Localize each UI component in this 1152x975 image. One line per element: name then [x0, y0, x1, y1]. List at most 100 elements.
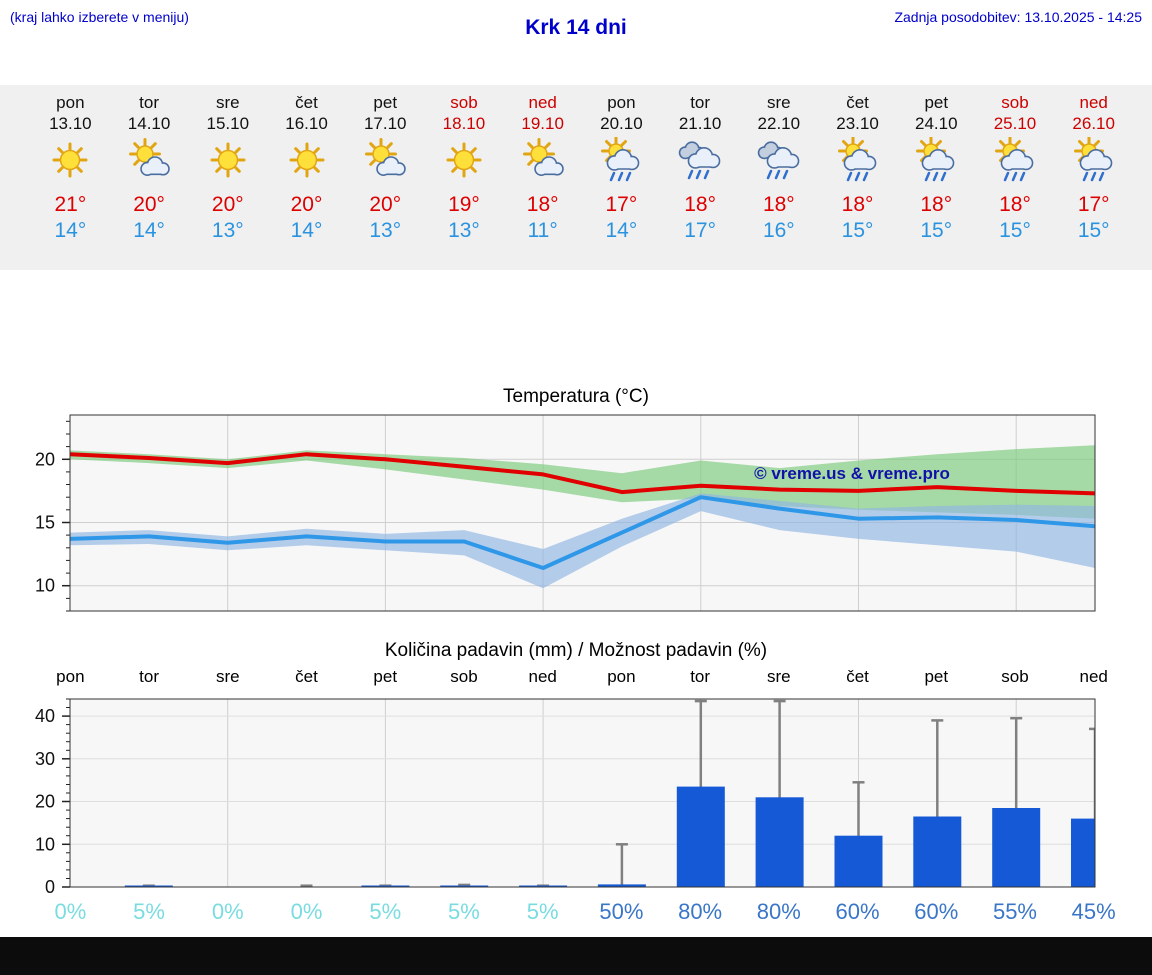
svg-text:20: 20: [35, 449, 55, 469]
precip-percent: 5%: [448, 899, 480, 924]
weather-icon: [503, 134, 582, 188]
day-column[interactable]: sob 25.10 18° 15°: [976, 85, 1055, 270]
precip-day-label: sre: [767, 667, 791, 686]
day-column[interactable]: sre 15.10 20° 13°: [188, 85, 267, 270]
weather-icon: [897, 134, 976, 188]
day-date: 13.10: [49, 114, 92, 133]
precip-day-label: tor: [139, 667, 159, 686]
day-name: sre: [215, 93, 240, 112]
menu-hint: (kraj lahko izberete v meniju): [10, 9, 189, 25]
precip-percent: 45%: [1071, 899, 1116, 924]
day-name: čet: [846, 93, 869, 112]
precip-chart-title: Količina padavin (mm) / Možnost padavin …: [384, 640, 768, 661]
day-column[interactable]: tor 14.10 20° 14°: [110, 85, 189, 270]
weather-icon: [110, 134, 189, 188]
day-column[interactable]: tor 21.10 18° 17°: [661, 85, 740, 270]
precip-percent: 60%: [835, 899, 880, 924]
temp-min: 15°: [999, 219, 1031, 242]
rain-icon: [757, 141, 800, 180]
temp-min: 14°: [133, 219, 165, 242]
svg-text:10: 10: [35, 576, 55, 596]
weather-icon: [818, 134, 897, 188]
temp-max: 18°: [684, 193, 716, 216]
precip-percent: 5%: [526, 899, 559, 924]
day-name: pet: [373, 93, 398, 112]
day-name: sob: [450, 93, 478, 112]
temp-min: 13°: [369, 219, 402, 242]
temp-min: 14°: [54, 219, 87, 242]
day-name: pon: [56, 93, 85, 112]
watermark-link[interactable]: © vreme.us & vreme.pro: [754, 464, 950, 483]
page-title: Krk 14 dni: [525, 16, 627, 39]
day-name: tor: [139, 93, 159, 112]
last-updated: Zadnja posodobitev: 13.10.2025 - 14:25: [894, 9, 1142, 25]
day-column[interactable]: ned 26.10 17° 15°: [1054, 85, 1133, 270]
day-name: čet: [295, 93, 318, 112]
weather-icon: [661, 134, 740, 188]
temp-max: 20°: [290, 193, 323, 216]
weather-icon: [739, 134, 818, 188]
day-column[interactable]: pet 24.10 18° 15°: [897, 85, 976, 270]
precip-percent: 60%: [914, 899, 959, 924]
day-column[interactable]: sob 18.10 19° 13°: [425, 85, 504, 270]
weather-icon: [425, 134, 504, 188]
temp-min: 11°: [527, 219, 558, 242]
precip-percent: 80%: [756, 899, 801, 924]
precip-day-label: ned: [528, 667, 557, 686]
temp-min: 15°: [841, 219, 874, 242]
temp-max: 18°: [526, 193, 559, 216]
sun-rain-icon: [994, 137, 1034, 182]
temp-max: 20°: [133, 193, 165, 216]
sun-cloud-icon: [522, 138, 564, 176]
day-column[interactable]: pet 17.10 20° 13°: [346, 85, 425, 270]
sun-rain-icon: [1073, 137, 1113, 182]
day-date: 23.10: [836, 114, 879, 133]
day-column[interactable]: čet 16.10 20° 14°: [267, 85, 346, 270]
day-date: 24.10: [914, 114, 958, 133]
temp-max: 17°: [605, 193, 638, 216]
page-header: (kraj lahko izberete v meniju) Krk 14 dn…: [0, 0, 1152, 85]
day-name: tor: [690, 93, 711, 112]
weather-icon: [346, 134, 425, 188]
precip-day-label: tor: [690, 667, 711, 686]
sun-rain-icon: [916, 137, 955, 182]
svg-text:20: 20: [35, 792, 55, 812]
precip-percent: 5%: [133, 899, 165, 924]
temp-max: 18°: [841, 193, 874, 216]
day-name: sob: [1001, 93, 1029, 112]
day-name: ned: [1079, 93, 1108, 112]
precip-percent: 0%: [211, 899, 244, 924]
day-date: 26.10: [1072, 114, 1115, 133]
day-column[interactable]: pon 20.10 17° 14°: [582, 85, 661, 270]
day-date: 15.10: [206, 114, 250, 133]
weather-icon: [31, 134, 110, 188]
day-column[interactable]: čet 23.10 18° 15°: [818, 85, 897, 270]
temp-max: 20°: [369, 193, 402, 216]
day-date: 21.10: [678, 114, 722, 133]
temp-max: 18°: [762, 193, 795, 216]
day-column[interactable]: ned 19.10 18° 11°: [503, 85, 582, 270]
temp-min: 15°: [1077, 219, 1110, 242]
precip-day-label: pon: [607, 667, 636, 686]
precip-percent-row: 0% 5% 0% 0% 5% 5% 5% 50% 80% 80% 60% 60% 55% 45%: [0, 899, 1152, 929]
precip-percent: 55%: [992, 899, 1037, 924]
sun-rain-icon: [601, 137, 640, 182]
rain-icon: [678, 141, 721, 180]
day-column[interactable]: sre 22.10 18° 16°: [739, 85, 818, 270]
day-date: 20.10: [600, 114, 643, 133]
precip-day-label: čet: [295, 667, 318, 686]
day-column[interactable]: pon 13.10 21° 14°: [31, 85, 110, 270]
precip-day-labels: pon tor sre čet pet sob ned pon tor sre čet pet sob n…: [0, 667, 1152, 693]
day-date: 22.10: [757, 114, 801, 133]
sun-rain-icon: [837, 137, 876, 182]
precip-day-label: sre: [215, 667, 240, 686]
svg-text:10: 10: [35, 834, 55, 854]
precip-percent: 0%: [54, 899, 87, 924]
precip-percent: 50%: [599, 899, 644, 924]
precipitation-chart: 0 10 20 30 40: [0, 693, 1152, 898]
sun-icon: [52, 142, 88, 178]
precip-percent: 80%: [678, 899, 723, 924]
temp-min: 13°: [448, 219, 480, 242]
precip-percent: 5%: [369, 899, 402, 924]
temp-max: 18°: [999, 193, 1031, 216]
